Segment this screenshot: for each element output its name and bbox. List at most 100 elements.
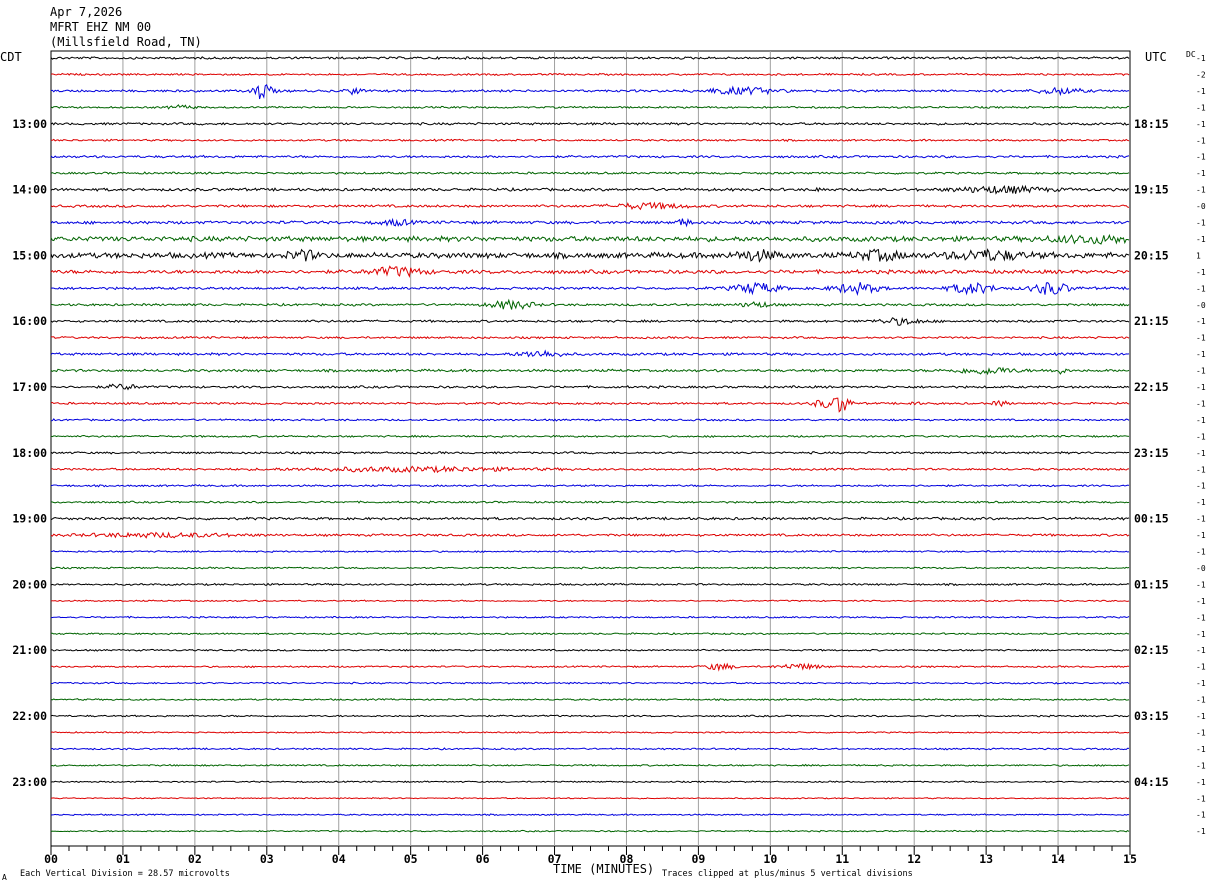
trace-line — [50, 484, 1130, 488]
cdt-hour-label: 14:00 — [12, 183, 47, 197]
x-tick-label: 03 — [260, 852, 274, 866]
clip-note: Traces clipped at plus/minus 5 vertical … — [662, 869, 913, 879]
dc-offset-value: -1 — [1196, 548, 1206, 557]
trace-line — [50, 582, 1130, 587]
dc-offset-value: -1 — [1196, 696, 1206, 705]
trace-line — [50, 316, 1130, 326]
dc-offset-value: -1 — [1196, 383, 1206, 392]
trace-line — [50, 599, 1130, 603]
trace-line — [50, 56, 1130, 61]
dc-offset-value: -1 — [1196, 449, 1206, 458]
trace-line — [50, 566, 1130, 570]
trace-line — [50, 298, 1130, 311]
utc-hour-labels: 18:15 19:15 20:15 21:15 22:15 23:15 00:15 01:15… — [1134, 117, 1169, 789]
trace-line — [50, 829, 1130, 833]
cdt-hour-label: 18:00 — [12, 446, 47, 460]
x-tick-label: 13 — [979, 852, 993, 866]
header-station: MFRT EHZ NM 00 — [50, 20, 151, 34]
trace-line — [50, 366, 1130, 376]
minute-gridlines — [122, 51, 1059, 846]
trace-line — [50, 154, 1130, 159]
trace-line — [51, 681, 1130, 685]
utc-hour-label: 00:15 — [1134, 512, 1169, 526]
utc-hour-label: 01:15 — [1134, 577, 1169, 591]
cdt-hour-label: 20:00 — [12, 577, 47, 591]
dc-offset-value: -1 — [1196, 103, 1206, 112]
x-axis-label: TIME (MINUTES) — [553, 862, 654, 876]
trace-line — [50, 349, 1130, 358]
dc-offset-values: -1 -2 -1 -1 -1 -1 -1 -1 -1 -0 -1 -1 1 -1 -1 -0 -1 -1 -1 -1 -… — [1196, 54, 1206, 836]
trace-line — [50, 531, 1130, 539]
x-tick-label: 12 — [907, 852, 921, 866]
x-tick-label: 05 — [404, 852, 418, 866]
x-tick-label: 07 — [548, 852, 562, 866]
dc-offset-value: -1 — [1196, 334, 1206, 343]
dc-offset-value: -1 — [1196, 712, 1206, 721]
utc-hour-label: 19:15 — [1134, 183, 1169, 197]
trace-line — [50, 397, 1130, 413]
cdt-hour-label: 21:00 — [12, 643, 47, 657]
trace-line — [50, 763, 1130, 767]
dc-offset-value: -1 — [1196, 284, 1206, 293]
dc-offset-value: -1 — [1196, 498, 1206, 507]
trace-line — [50, 450, 1129, 455]
trace-line — [50, 648, 1130, 652]
header-location: (Millsfield Road, TN) — [50, 35, 202, 49]
trace-line — [50, 72, 1130, 77]
trace-line — [50, 104, 1130, 110]
trace-line — [50, 797, 1130, 800]
dc-offset-value: -1 — [1196, 679, 1206, 688]
dc-offset-value: -1 — [1196, 794, 1206, 803]
dc-offset-value: -1 — [1196, 597, 1206, 606]
x-tick-label: 10 — [763, 852, 777, 866]
trace-line — [50, 121, 1130, 126]
utc-hour-label: 22:15 — [1134, 380, 1169, 394]
cdt-hour-label: 19:00 — [12, 512, 47, 526]
left-timezone-label: CDT — [0, 50, 22, 64]
dc-offset-value: -1 — [1196, 136, 1206, 145]
x-tick-label: 01 — [116, 852, 130, 866]
dc-offset-value: -1 — [1196, 367, 1206, 376]
dc-offset-value: -1 — [1196, 268, 1206, 277]
trace-line — [50, 813, 1130, 817]
trace-line — [50, 201, 1130, 211]
dc-offset-value: -1 — [1196, 416, 1206, 425]
trace-line — [50, 747, 1130, 751]
trace-line — [50, 217, 1130, 228]
dc-offset-value: -1 — [1196, 169, 1206, 178]
x-tick-label: 00 — [44, 852, 58, 866]
dc-offset-value: -0 — [1196, 564, 1206, 573]
dc-offset-value: -1 — [1196, 827, 1206, 836]
dc-offset-value: -1 — [1196, 663, 1206, 672]
dc-offset-value: -1 — [1196, 87, 1206, 96]
trace-line — [50, 434, 1130, 439]
dc-offset-value: -1 — [1196, 515, 1206, 524]
trace-line — [50, 335, 1130, 340]
dc-offset-value: -1 — [1196, 745, 1206, 754]
trace-line — [50, 731, 1130, 734]
corner-mark: A — [2, 873, 7, 882]
dc-offset-value: -1 — [1196, 317, 1206, 326]
dc-offset-value: -1 — [1196, 432, 1206, 441]
x-tick-label: 08 — [620, 852, 634, 866]
utc-hour-label: 18:15 — [1134, 117, 1169, 131]
vertical-division-note: Each Vertical Division = 28.57 microvolt… — [20, 869, 230, 879]
dc-offset-value: -1 — [1196, 54, 1206, 63]
utc-hour-label: 02:15 — [1134, 643, 1169, 657]
trace-line — [50, 698, 1130, 702]
utc-hour-label: 23:15 — [1134, 446, 1169, 460]
x-tick-label: 11 — [835, 852, 849, 866]
right-timezone-label: UTC — [1145, 50, 1167, 64]
trace-line — [50, 233, 1130, 245]
dc-offset-value: 1 — [1196, 251, 1201, 260]
dc-offset-value: -1 — [1196, 482, 1206, 491]
dc-offset-value: -2 — [1196, 70, 1206, 79]
cdt-hour-label: 13:00 — [12, 117, 47, 131]
dc-offset-value: -1 — [1196, 646, 1206, 655]
trace-line — [50, 281, 1130, 297]
trace-line — [50, 464, 1130, 474]
trace-line — [50, 516, 1130, 521]
utc-hour-label: 20:15 — [1134, 248, 1169, 262]
trace-line — [50, 265, 1130, 278]
